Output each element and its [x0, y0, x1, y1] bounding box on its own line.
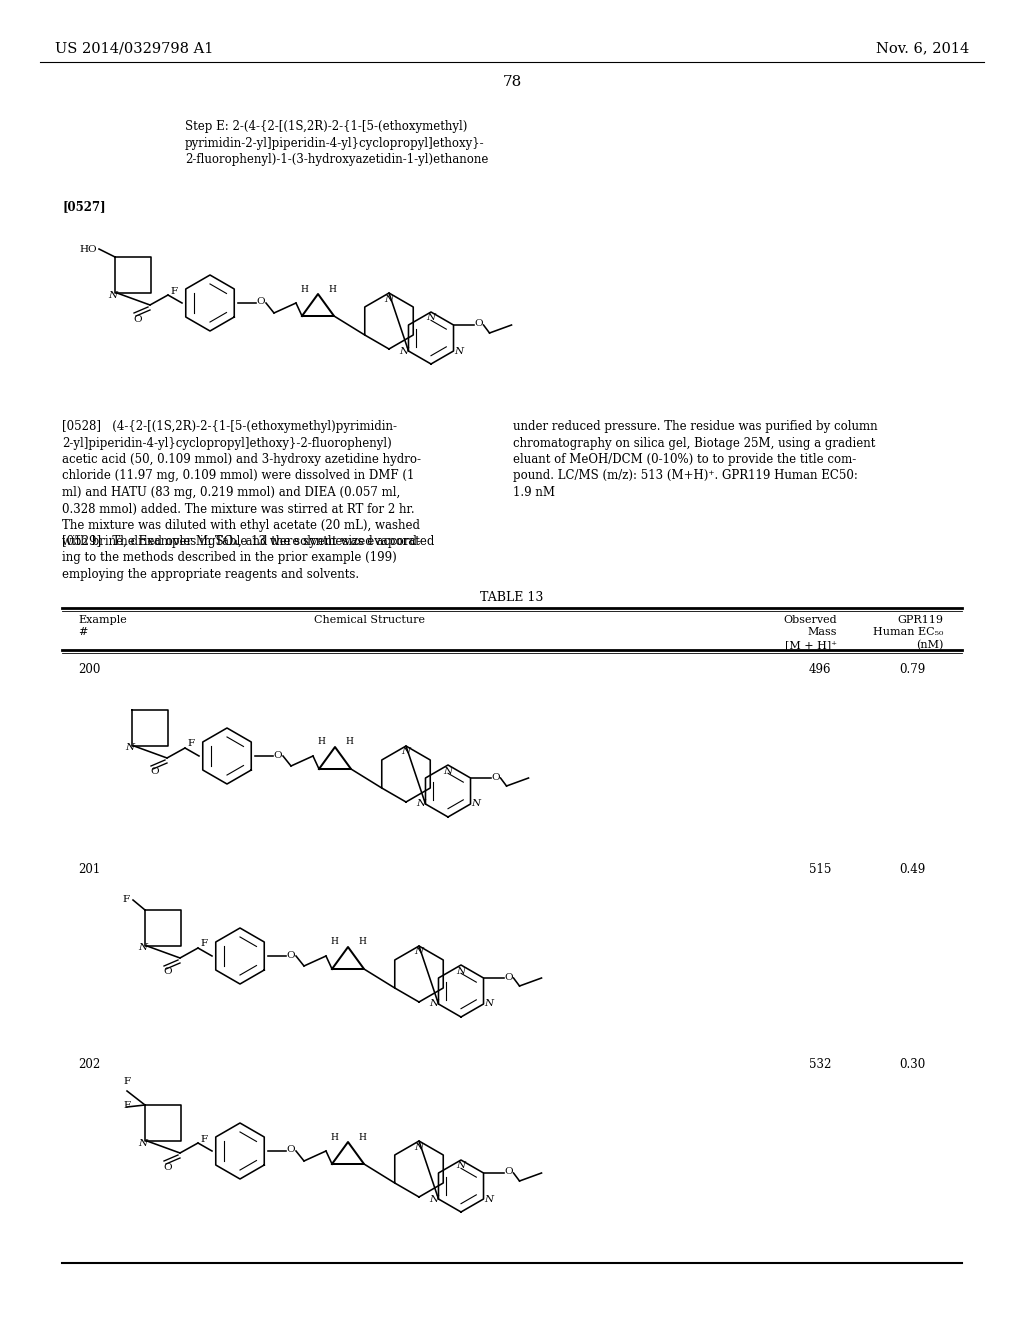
Text: N: N	[471, 800, 480, 808]
Text: under reduced pressure. The residue was purified by column
chromatography on sil: under reduced pressure. The residue was …	[513, 420, 878, 499]
Text: H: H	[300, 285, 308, 293]
Text: O: O	[164, 1163, 172, 1172]
Text: N: N	[426, 314, 435, 322]
Text: O: O	[273, 751, 283, 759]
Text: N: N	[429, 999, 438, 1008]
Text: N: N	[125, 743, 134, 752]
Text: Nov. 6, 2014: Nov. 6, 2014	[876, 41, 969, 55]
Text: F: F	[123, 895, 130, 904]
Text: N: N	[457, 966, 466, 975]
Text: N: N	[401, 747, 411, 756]
Text: N: N	[484, 1195, 494, 1204]
Text: N: N	[399, 346, 408, 355]
Text: O: O	[492, 772, 500, 781]
Text: N: N	[416, 800, 425, 808]
Text: US 2014/0329798 A1: US 2014/0329798 A1	[55, 41, 213, 55]
Text: 200: 200	[78, 663, 100, 676]
Text: 496: 496	[809, 663, 831, 676]
Text: GPR119
Human EC₅₀
(nM): GPR119 Human EC₅₀ (nM)	[872, 615, 943, 651]
Text: H: H	[317, 738, 325, 747]
Text: HO: HO	[80, 244, 97, 253]
Text: H: H	[330, 937, 338, 946]
Text: 201: 201	[78, 863, 100, 876]
Text: N: N	[384, 294, 393, 304]
Text: [0527]: [0527]	[62, 201, 105, 213]
Text: 0.49: 0.49	[899, 863, 925, 876]
Text: F: F	[124, 1101, 131, 1110]
Text: Observed
Mass
[M + H]⁺: Observed Mass [M + H]⁺	[783, 615, 837, 649]
Text: 202: 202	[78, 1059, 100, 1071]
Text: 515: 515	[809, 863, 831, 876]
Text: N: N	[138, 1138, 147, 1147]
Text: N: N	[415, 948, 424, 957]
Text: TABLE 13: TABLE 13	[480, 591, 544, 605]
Text: 78: 78	[503, 75, 521, 88]
Text: H: H	[358, 1133, 366, 1142]
Text: O: O	[287, 1146, 295, 1155]
Text: 0.30: 0.30	[899, 1059, 925, 1071]
Text: Example
#: Example #	[78, 615, 127, 638]
Text: N: N	[454, 346, 463, 355]
Text: N: N	[443, 767, 453, 776]
Text: N: N	[138, 944, 147, 953]
Text: N: N	[429, 1195, 438, 1204]
Text: F: F	[201, 940, 208, 949]
Text: 0.79: 0.79	[899, 663, 925, 676]
Text: O: O	[287, 950, 295, 960]
Text: H: H	[328, 285, 336, 293]
Text: H: H	[330, 1133, 338, 1142]
Text: Chemical Structure: Chemical Structure	[314, 615, 426, 624]
Text: N: N	[484, 999, 494, 1008]
Text: F: F	[187, 739, 195, 748]
Text: F: F	[171, 286, 178, 296]
Text: F: F	[124, 1077, 131, 1086]
Text: O: O	[474, 319, 483, 329]
Text: N: N	[109, 290, 118, 300]
Text: O: O	[164, 968, 172, 977]
Text: [0528]   (4-{2-[(1S,2R)-2-{1-[5-(ethoxymethyl)pyrimidin-
2-yl]piperidin-4-yl}cyc: [0528] (4-{2-[(1S,2R)-2-{1-[5-(ethoxymet…	[62, 420, 434, 549]
Text: N: N	[457, 1162, 466, 1171]
Text: H: H	[358, 937, 366, 946]
Text: H: H	[345, 738, 353, 747]
Text: N: N	[415, 1143, 424, 1151]
Text: [0529]   The Examples in Table 13 were synthesized accord-
ing to the methods de: [0529] The Examples in Table 13 were syn…	[62, 535, 421, 581]
Text: O: O	[504, 973, 513, 982]
Text: 532: 532	[809, 1059, 831, 1071]
Text: Step E: 2-(4-{2-[(1S,2R)-2-{1-[5-(ethoxymethyl)
pyrimidin-2-yl]piperidin-4-yl}cy: Step E: 2-(4-{2-[(1S,2R)-2-{1-[5-(ethoxy…	[185, 120, 488, 166]
Text: O: O	[151, 767, 160, 776]
Text: O: O	[134, 314, 142, 323]
Text: O: O	[257, 297, 265, 306]
Text: O: O	[504, 1167, 513, 1176]
Text: F: F	[201, 1134, 208, 1143]
